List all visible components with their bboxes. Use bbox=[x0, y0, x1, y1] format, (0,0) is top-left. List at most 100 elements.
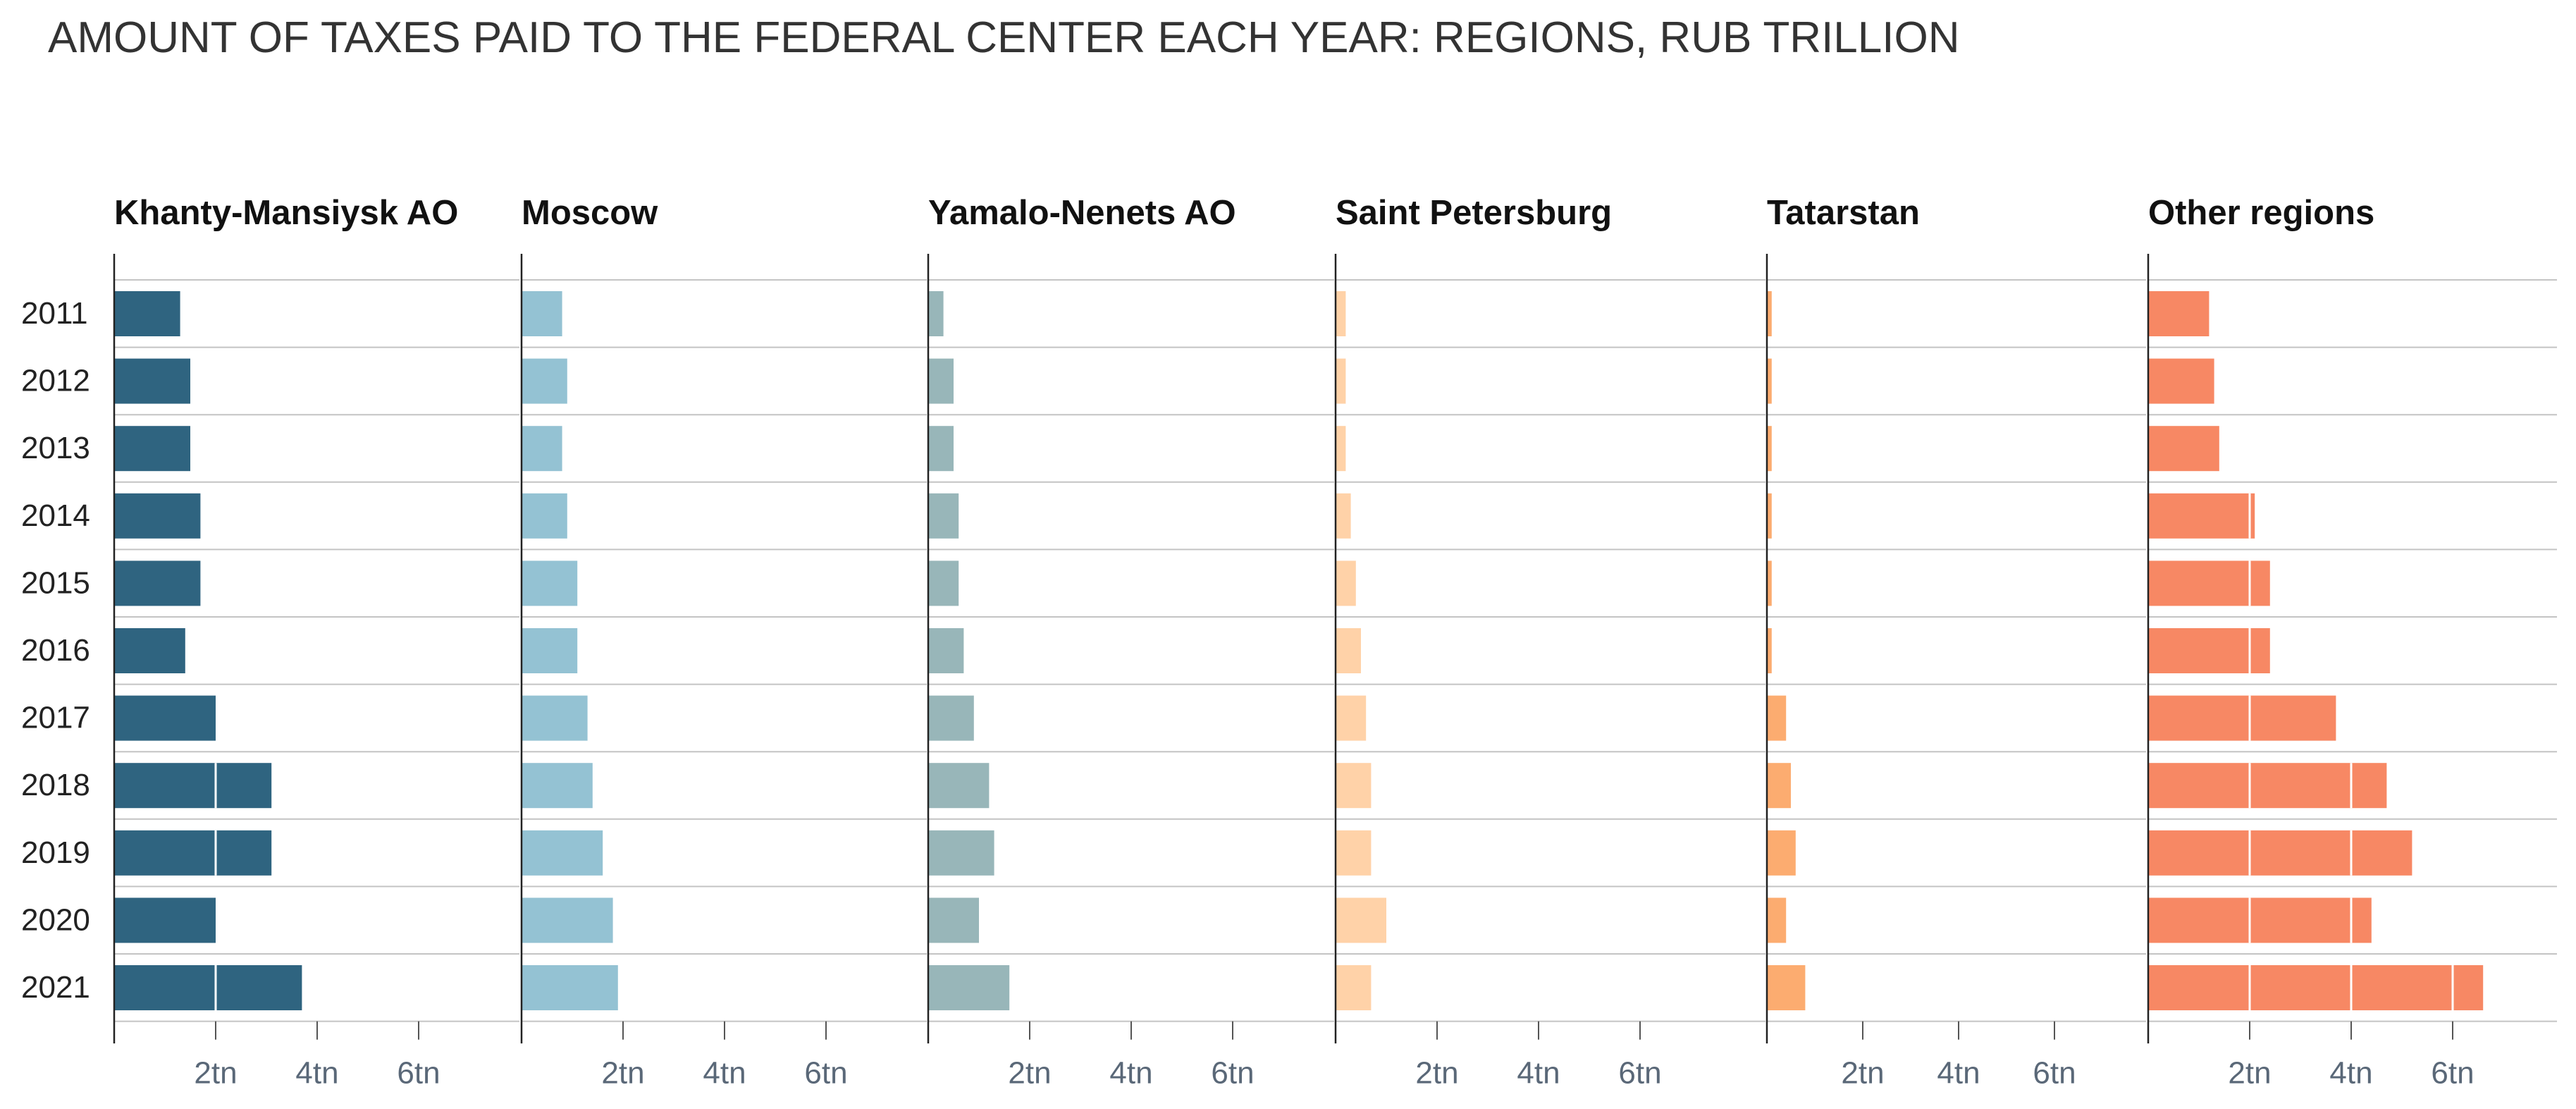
bar bbox=[928, 493, 959, 539]
panel-title: Other regions bbox=[2148, 194, 2374, 232]
x-tick-label: 4tn bbox=[1109, 1056, 1152, 1091]
bar bbox=[1336, 628, 1361, 673]
bar bbox=[114, 897, 216, 943]
panel-title: Tatarstan bbox=[1767, 194, 1920, 232]
x-tick-label: 6tn bbox=[2431, 1056, 2474, 1091]
bar bbox=[1336, 830, 1372, 876]
x-tick-label: 4tn bbox=[703, 1056, 746, 1091]
year-label: 2020 bbox=[21, 902, 90, 937]
bar bbox=[522, 291, 562, 336]
bar bbox=[114, 358, 190, 404]
chart-title: AMOUNT OF TAXES PAID TO THE FEDERAL CENT… bbox=[48, 13, 1960, 62]
x-tick-label: 2tn bbox=[2228, 1056, 2271, 1091]
bar bbox=[522, 695, 588, 741]
bar bbox=[1767, 695, 1787, 741]
bar bbox=[928, 830, 994, 876]
year-label: 2015 bbox=[21, 565, 90, 600]
bar bbox=[1767, 493, 1772, 539]
bar bbox=[1336, 560, 1356, 606]
bar bbox=[522, 426, 562, 472]
x-tick-label: 2tn bbox=[194, 1056, 237, 1091]
x-tick-label: 2tn bbox=[1415, 1056, 1458, 1091]
x-tick-label: 4tn bbox=[1937, 1056, 1980, 1091]
bar bbox=[1767, 358, 1772, 404]
bar bbox=[1767, 291, 1772, 336]
year-label: 2018 bbox=[21, 768, 90, 802]
x-tick-label: 6tn bbox=[2033, 1056, 2076, 1091]
bar bbox=[114, 426, 190, 472]
bar bbox=[928, 763, 990, 809]
bar bbox=[1336, 695, 1367, 741]
bar bbox=[1767, 628, 1772, 673]
bar bbox=[1767, 965, 1806, 1010]
year-label: 2021 bbox=[21, 970, 90, 1005]
year-label: 2016 bbox=[21, 633, 90, 668]
bar bbox=[2148, 897, 2372, 943]
bar bbox=[522, 493, 567, 539]
bar bbox=[928, 358, 954, 404]
bar bbox=[1336, 897, 1386, 943]
bar bbox=[114, 560, 201, 606]
bar bbox=[114, 628, 185, 673]
bar bbox=[522, 560, 578, 606]
bar bbox=[2148, 763, 2387, 809]
bar bbox=[114, 493, 201, 539]
panel-title: Yamalo-Nenets AO bbox=[928, 194, 1236, 232]
bar bbox=[2148, 493, 2255, 539]
x-tick-label: 2tn bbox=[601, 1056, 644, 1091]
panel-title: Saint Petersburg bbox=[1336, 194, 1612, 232]
bar bbox=[1767, 426, 1772, 472]
year-label: 2019 bbox=[21, 835, 90, 870]
bar bbox=[1767, 763, 1791, 809]
bar bbox=[2148, 560, 2270, 606]
bar bbox=[2148, 358, 2214, 404]
x-tick-label: 6tn bbox=[1618, 1056, 1661, 1091]
bar bbox=[2148, 628, 2270, 673]
bar bbox=[928, 628, 964, 673]
bar bbox=[114, 291, 180, 336]
bar bbox=[928, 965, 1010, 1010]
bar bbox=[1336, 291, 1346, 336]
x-tick-label: 4tn bbox=[1517, 1056, 1560, 1091]
bar bbox=[522, 358, 567, 404]
bar bbox=[1336, 763, 1372, 809]
bar bbox=[2148, 695, 2336, 741]
year-label: 2011 bbox=[21, 296, 88, 331]
panel-title: Khanty-Mansiysk AO bbox=[114, 194, 458, 232]
x-tick-label: 6tn bbox=[397, 1056, 440, 1091]
bar bbox=[114, 830, 272, 876]
bar bbox=[1336, 426, 1346, 472]
bar bbox=[522, 628, 578, 673]
bar bbox=[522, 965, 618, 1010]
bar bbox=[522, 897, 613, 943]
bar bbox=[2148, 965, 2484, 1010]
panel-title: Moscow bbox=[522, 194, 658, 232]
x-tick-label: 2tn bbox=[1841, 1056, 1884, 1091]
bar bbox=[1336, 493, 1351, 539]
year-label: 2014 bbox=[21, 498, 90, 533]
bar bbox=[1336, 965, 1372, 1010]
x-tick-label: 6tn bbox=[804, 1056, 847, 1091]
bar bbox=[114, 965, 302, 1010]
year-label: 2013 bbox=[21, 431, 90, 465]
year-label: 2012 bbox=[21, 364, 90, 398]
bar bbox=[928, 291, 944, 336]
x-tick-label: 4tn bbox=[295, 1056, 338, 1091]
bar bbox=[114, 763, 272, 809]
bar bbox=[114, 695, 216, 741]
bar bbox=[2148, 830, 2412, 876]
bar bbox=[522, 830, 603, 876]
x-tick-label: 4tn bbox=[2329, 1056, 2372, 1091]
year-label: 2017 bbox=[21, 701, 90, 735]
bar bbox=[1336, 358, 1346, 404]
bar bbox=[1767, 560, 1772, 606]
bar bbox=[1767, 830, 1796, 876]
bar bbox=[928, 695, 974, 741]
bar bbox=[928, 426, 954, 472]
bar bbox=[2148, 291, 2210, 336]
bar bbox=[928, 897, 979, 943]
bar bbox=[928, 560, 959, 606]
bar bbox=[1767, 897, 1787, 943]
x-tick-label: 6tn bbox=[1211, 1056, 1254, 1091]
